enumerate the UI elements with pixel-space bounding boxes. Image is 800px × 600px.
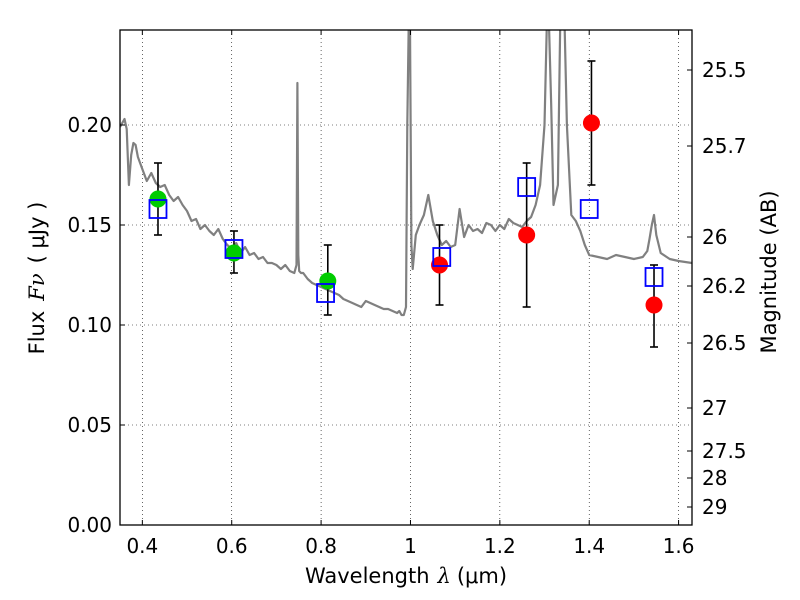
x-tick-label: 1 — [404, 534, 417, 558]
green-data-point — [149, 190, 167, 208]
y-axis-title: Flux Fν ( μJy ) — [25, 202, 49, 355]
x-tick-label: 0.8 — [305, 534, 337, 558]
model-photometry-square — [316, 283, 335, 303]
right-axis-title: Magnitude (AB) — [757, 190, 781, 353]
model-photometry-square — [148, 199, 168, 219]
x-tick-label: 1.6 — [663, 534, 695, 558]
y-tick-label: 0.05 — [67, 413, 112, 437]
right-tick-label: 27.5 — [702, 439, 747, 463]
model-photometry-square — [644, 267, 664, 287]
red-data-point — [518, 226, 536, 244]
plot-frame — [119, 29, 693, 526]
model-photometry-square — [432, 247, 452, 267]
model-photometry-square — [579, 199, 599, 219]
right-tick-label: 26.5 — [702, 331, 747, 355]
right-tick-label: 29 — [702, 495, 727, 519]
y-tick-label: 0.15 — [67, 213, 112, 237]
model-spectrum-line — [120, 30, 692, 317]
x-tick-label: 0.6 — [216, 534, 248, 558]
model-photometry-square — [517, 177, 537, 197]
ticks: 0.4 0.6 0.8 1 1.2 1.4 1.6 0.00 0.05 0.10 0.15 0.20 2… — [67, 30, 747, 558]
y-tick-label: 0.10 — [67, 313, 112, 337]
red-data-point — [582, 114, 600, 132]
x-axis-symbol: λ — [437, 564, 451, 588]
right-tick-label: 26.2 — [702, 274, 747, 298]
y-tick-label: 0.00 — [67, 513, 112, 537]
model-photometry-square — [224, 239, 244, 259]
spectrum-layer — [120, 30, 692, 317]
right-tick-label: 26 — [702, 225, 727, 249]
x-axis-unit: (μm) — [457, 564, 507, 588]
red-data-point — [645, 296, 663, 314]
green-data-point — [319, 272, 337, 290]
x-axis-title: Wavelength λ (μm) — [305, 564, 507, 588]
right-tick-label: 25.5 — [702, 58, 747, 82]
y-axis-symbol: Fν — [25, 273, 49, 302]
right-tick-label: 28 — [702, 466, 727, 490]
y-tick-label: 0.20 — [67, 113, 112, 137]
right-tick-label: 27 — [702, 396, 727, 420]
red-data-point — [431, 256, 449, 274]
right-tick-label: 25.7 — [702, 134, 747, 158]
x-tick-label: 1.4 — [573, 534, 605, 558]
x-tick-label: 1.2 — [484, 534, 516, 558]
x-axis-label: Wavelength — [305, 564, 430, 588]
marker-layer — [148, 114, 664, 314]
y-axis-label: Flux — [25, 311, 49, 355]
y-axis-unit: ( μJy ) — [25, 202, 49, 264]
x-tick-label: 0.4 — [126, 534, 158, 558]
